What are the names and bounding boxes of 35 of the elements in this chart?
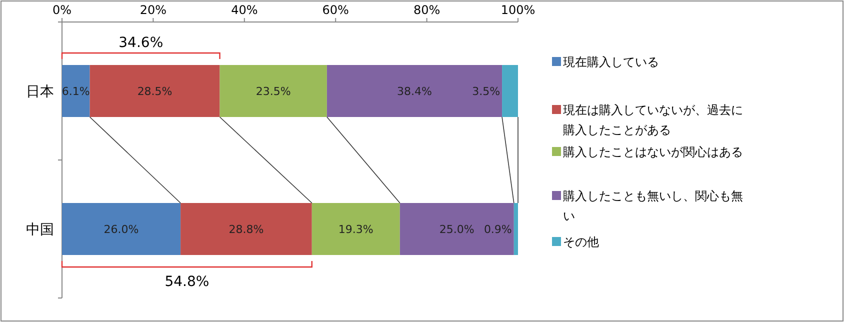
legend-label: 現在は購入していないが、過去に購入したことがある <box>563 103 743 137</box>
x-tick-label: 40% <box>231 3 258 17</box>
data-label: 25.0% <box>439 223 474 236</box>
data-label: 23.5% <box>256 85 291 98</box>
bar <box>502 65 518 117</box>
bar <box>62 203 181 255</box>
bar <box>220 65 327 117</box>
x-tick-label: 0% <box>52 3 72 17</box>
legend-label: 購入したことはないが関心はある <box>563 145 743 159</box>
data-label: 3.5% <box>472 85 500 98</box>
annotation: 34.6% <box>118 35 164 51</box>
data-label: 38.4% <box>397 85 432 98</box>
x-tick-label: 60% <box>322 3 349 17</box>
x-tick-label: 100% <box>500 3 536 17</box>
annotation: 54.8% <box>164 274 210 290</box>
bar <box>180 203 312 255</box>
data-label: 19.3% <box>338 223 374 236</box>
bar <box>312 203 400 255</box>
x-tick-label: 80% <box>413 3 440 17</box>
bar <box>90 65 220 117</box>
legend-label: 現在購入している <box>563 55 659 69</box>
data-label: 6.1% <box>62 85 90 98</box>
data-label: 26.0% <box>104 223 139 236</box>
y-tick-label: 中国 <box>26 222 54 238</box>
bar <box>62 65 90 117</box>
legend-label: その他 <box>563 235 599 249</box>
data-label: 0.9% <box>484 223 512 236</box>
legend-label: 購入したことも無いし、関心も無い <box>563 189 743 223</box>
y-tick-label: 日本 <box>26 84 54 100</box>
data-label: 28.8% <box>228 223 264 236</box>
data-label: 28.5% <box>137 85 172 98</box>
bar <box>514 203 518 255</box>
bar <box>400 203 514 255</box>
bar <box>326 65 502 117</box>
x-tick-label: 20% <box>140 3 167 17</box>
